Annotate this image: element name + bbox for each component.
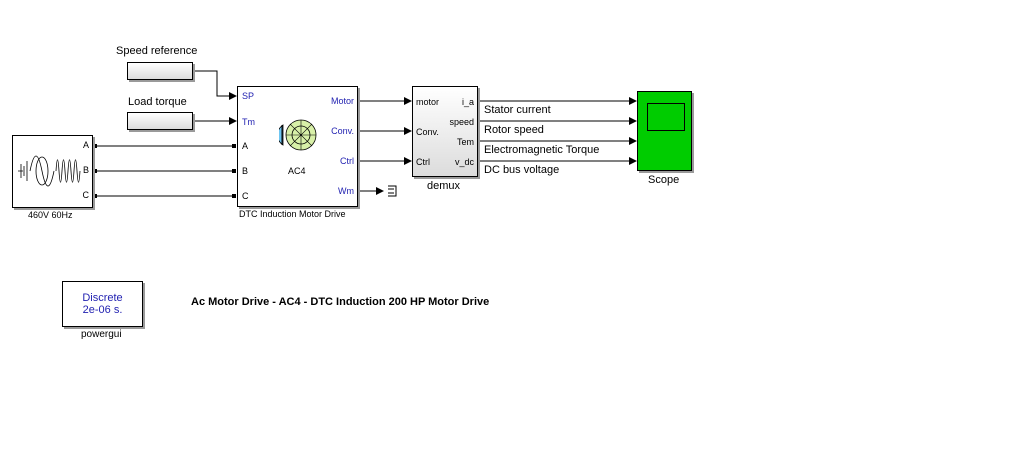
voltage-source-label: 460V 60Hz	[28, 210, 73, 220]
speed-ref-block[interactable]	[127, 62, 193, 80]
sine-source-icon	[18, 155, 81, 187]
drive-port-conv: Conv.	[331, 126, 354, 136]
powergui-mode: Discrete	[82, 292, 123, 304]
conn-drv-b	[232, 169, 236, 173]
motor-icon	[279, 119, 317, 151]
dtc-drive-block[interactable]: SP Tm A B C Motor Conv. Ctrl Wm AC4	[237, 86, 358, 207]
drive-port-sp: SP	[242, 91, 255, 101]
scope-label: Scope	[648, 174, 680, 186]
conn-drv-a	[232, 144, 236, 148]
drive-port-ctrl: Ctrl	[340, 156, 354, 166]
voltage-source-block[interactable]: A B C	[12, 135, 93, 208]
demux-port-ctrl: Ctrl	[416, 157, 430, 167]
wire-speed-ref	[193, 70, 237, 100]
signal-rotor-speed: Rotor speed	[484, 124, 544, 136]
speed-ref-label: Speed reference	[116, 45, 198, 57]
signal-em-torque: Electromagnetic Torque	[484, 144, 600, 156]
source-port-c: C	[82, 190, 90, 200]
conn-src-a	[93, 144, 97, 148]
dtc-drive-label: DTC Induction Motor Drive	[239, 209, 346, 219]
demux-port-conv: Conv.	[416, 127, 439, 137]
demux-block[interactable]: motor Conv. Ctrl i_a speed Tem v_dc	[412, 86, 478, 177]
demux-port-vdc: v_dc	[454, 157, 474, 167]
powergui-step: 2e-06 s.	[82, 304, 123, 316]
load-torque-block[interactable]	[127, 112, 193, 130]
demux-port-motor: motor	[416, 97, 440, 107]
drive-port-b: B	[242, 166, 249, 176]
powergui-block[interactable]: Discrete 2e-06 s.	[62, 281, 143, 327]
signal-dc-bus-voltage: DC bus voltage	[484, 164, 560, 176]
demux-port-tem: Tem	[456, 137, 474, 147]
signal-stator-current: Stator current	[484, 104, 551, 116]
drive-port-a: A	[242, 141, 249, 151]
drive-port-wm: Wm	[338, 186, 354, 196]
drive-port-c: C	[242, 191, 249, 201]
model-title: Ac Motor Drive - AC4 - DTC Induction 200…	[191, 296, 490, 308]
demux-label: demux	[427, 180, 461, 192]
scope-screen-icon	[647, 103, 685, 131]
drive-port-motor: Motor	[330, 96, 354, 106]
demux-port-speed: speed	[449, 117, 474, 127]
drive-name: AC4	[288, 166, 306, 176]
demux-port-ia: i_a	[461, 97, 474, 107]
conn-src-c	[93, 194, 97, 198]
source-port-b: B	[82, 165, 89, 175]
scope-block[interactable]	[637, 91, 692, 171]
source-port-a: A	[82, 140, 89, 150]
drive-port-tm: Tm	[242, 117, 255, 127]
powergui-label: powergui	[81, 329, 122, 340]
terminator-icon	[388, 185, 397, 197]
conn-drv-c	[232, 194, 236, 198]
conn-src-b	[93, 169, 97, 173]
load-torque-label: Load torque	[128, 96, 187, 108]
